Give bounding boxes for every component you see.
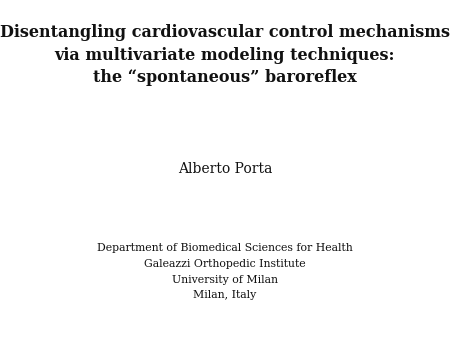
Text: Department of Biomedical Sciences for Health
Galeazzi Orthopedic Institute
Unive: Department of Biomedical Sciences for He… — [97, 243, 353, 300]
Text: Alberto Porta: Alberto Porta — [178, 162, 272, 176]
Text: Disentangling cardiovascular control mechanisms
via multivariate modeling techni: Disentangling cardiovascular control mec… — [0, 24, 450, 87]
